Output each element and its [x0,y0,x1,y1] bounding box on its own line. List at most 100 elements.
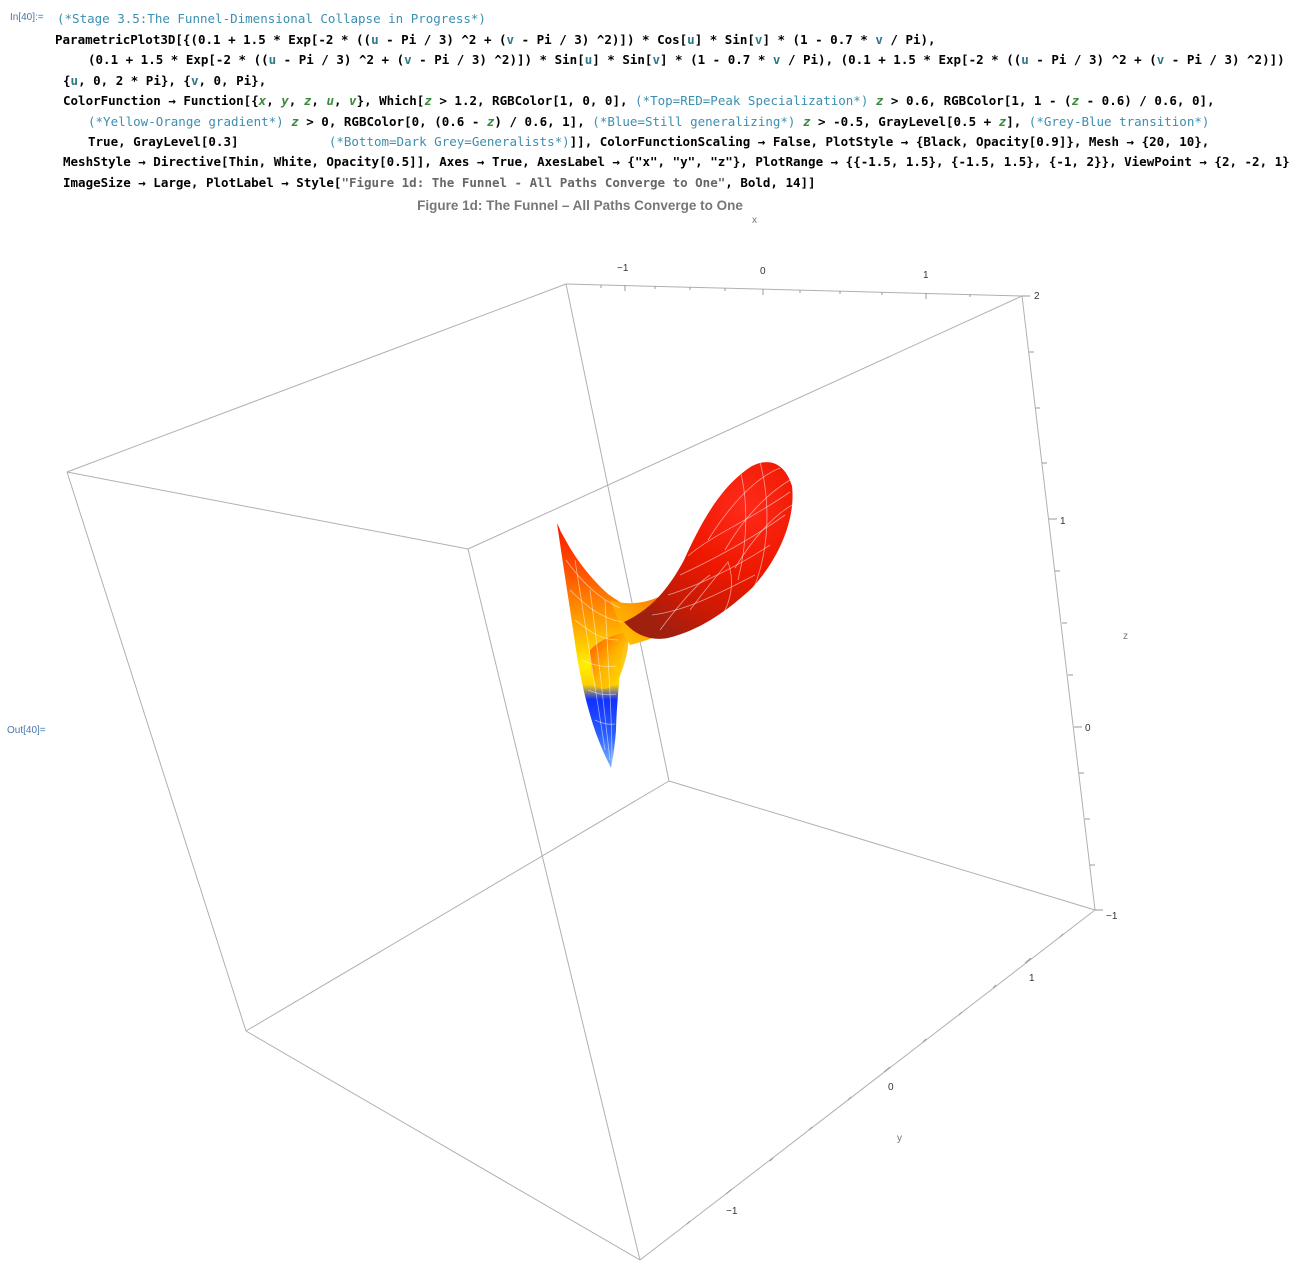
bounding-box [66,283,1096,1261]
code-token: (*Grey-Blue transition*) [1028,114,1210,129]
y-axis-ticks [686,933,1064,1225]
code-token: }, Which[ [356,93,425,108]
input-cell-label: In[40]:= [10,12,44,23]
code-token: z [875,93,884,108]
box-edge [245,780,670,1032]
code-token: v [506,32,515,47]
code-token: / Pi), [882,32,936,47]
code-token: ], [1006,114,1029,129]
code-token: z [486,114,495,129]
code-token: ColorFunction → Function[{ [63,93,259,108]
code-token: - Pi / 3) ^2 + ( [1028,52,1157,67]
box-edge [245,1030,641,1261]
code-token: - Pi / 3) ^2)]) * Cos[ [514,32,688,47]
box-edge [66,471,469,550]
x-tick-label: 0 [760,266,766,277]
code-token: "Figure 1d: The Funnel - All Paths Conve… [341,175,726,190]
code-token: v [652,52,660,67]
code-token: v [772,52,781,67]
box-edge [467,548,641,1261]
code-token: v [1156,52,1165,67]
funnel-surface [557,461,793,768]
code-token: - 0.6) / 0.6, 0], [1079,93,1215,108]
code-token: x [258,93,267,108]
code-token: (0.1 + 1.5 * Exp[-2 * (( [88,52,269,67]
box-edge [639,909,1096,1261]
code-line[interactable]: (*Yellow-Orange gradient*) z > 0, RGBCol… [88,113,1209,131]
code-token: MeshStyle → Directive[Thin, White, Opaci… [63,154,1291,169]
code-token: u [268,52,277,67]
code-token: u [687,32,695,47]
box-edge [565,283,670,782]
code-token: , [266,93,282,108]
box-edge [668,780,1096,911]
z-tick-label: 0 [1085,723,1091,734]
code-line[interactable]: (0.1 + 1.5 * Exp[-2 * ((u - Pi / 3) ^2 +… [88,51,1291,69]
code-token: - Pi / 3) ^2)]) * Sin[ [411,52,585,67]
surface-bulb [624,462,793,639]
code-line[interactable]: ColorFunction → Function[{x, y, z, u, v}… [63,92,1215,110]
code-token: (*Yellow-Orange gradient*) [88,114,284,129]
code-token: > -0.5, GrayLevel[0.5 + [810,114,999,129]
code-token: > 1.2, RGBColor[1, 0, 0], [431,93,636,108]
code-token: > 0, RGBColor[0, (0.6 - [298,114,487,129]
code-line[interactable]: True, GrayLevel[0.3] (*Bottom=Dark Grey=… [88,133,1209,151]
code-token: u [371,32,379,47]
z-tick-label: −1 [1106,911,1118,922]
code-token: v [754,32,763,47]
code-token: ]], ColorFunctionScaling → False, PlotSt… [569,134,1210,149]
x-axis-ticks [600,285,971,299]
z-tick-label: 2 [1034,291,1040,302]
code-token: , Bold, 14]] [725,175,816,190]
code-token: z [291,114,299,129]
code-token: (*Bottom=Dark Grey=Generalists*) [328,134,570,149]
x-tick-label: −1 [617,263,629,274]
z-axis-label: z [1123,631,1128,642]
box-edge [1021,295,1096,911]
y-axis-label: y [897,1133,902,1144]
code-line[interactable]: ImageSize → Large, PlotLabel → Style["Fi… [63,174,816,192]
code-token: , [288,93,304,108]
code-token: z [803,114,811,129]
code-token: y [281,93,289,108]
mesh-lines [559,461,793,766]
code-line[interactable]: ParametricPlot3D[{(0.1 + 1.5 * Exp[-2 * … [55,31,936,49]
code-token: ) / 0.6, 1], [494,114,593,129]
y-tick-label: 1 [1029,973,1035,984]
code-token: , [333,93,350,108]
code-token: z [424,93,432,108]
code-token: ] * (1 - 0.7 * [762,32,876,47]
code-token: / Pi), (0.1 + 1.5 * Exp[-2 * (( [780,52,1022,67]
code-token: u [584,52,593,67]
code-token: - Pi / 3) ^2 + ( [276,52,405,67]
box-edge [467,295,1023,550]
code-token: { [63,73,71,88]
box-edge [66,283,567,473]
code-token: ] * Sin[ [592,52,653,67]
code-token: - Pi / 3) ^2 + ( [378,32,507,47]
code-token: , 0, 2 * Pi}, { [78,73,191,88]
code-token: (*Stage 3.5:The Funnel-Dimensional Colla… [57,11,486,26]
y-tick-label: −1 [726,1206,738,1217]
z-tick-label: 1 [1060,516,1066,527]
code-line[interactable]: (*Stage 3.5:The Funnel-Dimensional Colla… [57,10,486,28]
code-token: z [303,93,312,108]
box-edge [565,283,1023,297]
code-token: v [190,73,199,88]
code-token: u [70,73,79,88]
output-cell-label: Out[40]= [7,725,46,736]
code-line[interactable]: MeshStyle → Directive[Thin, White, Opaci… [63,153,1291,171]
code-token: u [1021,52,1029,67]
code-line[interactable]: {u, 0, 2 * Pi}, {v, 0, Pi}, [63,72,266,90]
code-token: z [1071,93,1080,108]
x-axis-label: x [752,215,757,226]
code-token: v [875,32,883,47]
code-token: True, GrayLevel[0.3] [88,134,329,149]
z-axis-ticks [1022,295,1103,911]
code-token: > 0.6, RGBColor[1, 1 - ( [883,93,1072,108]
code-token: , 0, Pi}, [198,73,267,88]
code-token: ] * Sin[ [694,32,755,47]
code-token: , [311,93,327,108]
y-tick-label: 0 [888,1082,894,1093]
